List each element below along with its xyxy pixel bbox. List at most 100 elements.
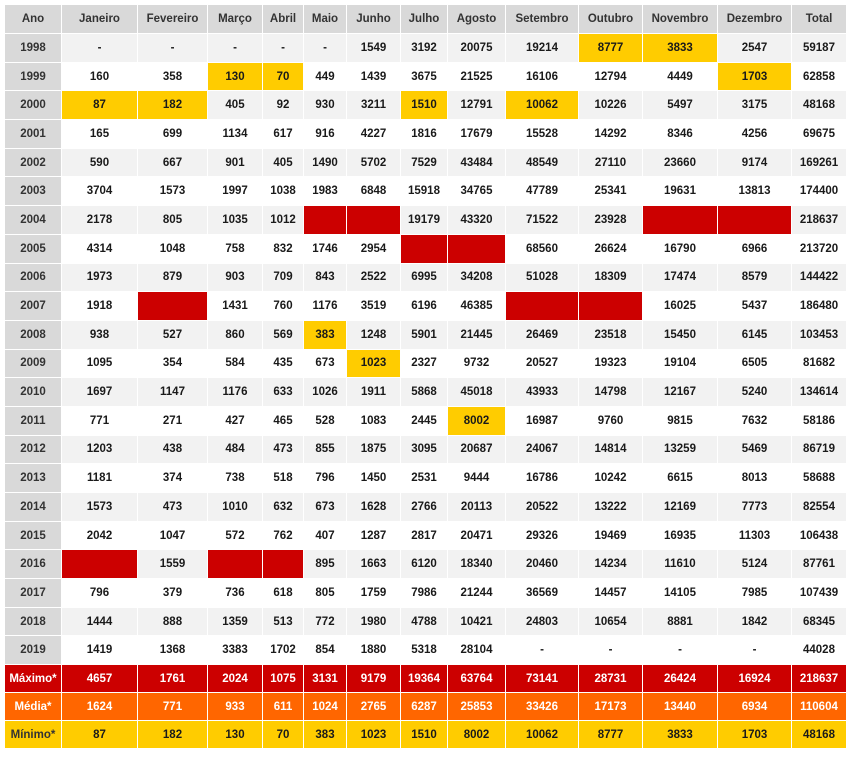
value-cell: 3675 [400,61,448,92]
value-cell: 449 [303,61,347,92]
value-cell: 48168 [791,90,847,121]
value-cell: 19323 [578,348,643,379]
summary-value-cell: 70 [262,720,304,750]
value-cell: 2531 [400,463,448,493]
value-cell: 916 [303,119,347,149]
value-cell: 1035 [207,205,263,235]
value-cell: 20527 [505,348,579,379]
value-cell: 169261 [791,147,847,178]
column-header: Abril [262,4,304,34]
year-cell: 2014 [4,492,62,522]
value-cell: 1048 [137,233,208,264]
table-row: 2019 1419 1368 3383 1702 854 1880 5318 28104- - - -… [4,635,847,666]
summary-value-cell: 110604 [791,692,847,722]
value-cell: 427 [207,405,263,436]
value-cell: 4788 [400,606,448,637]
table-row: 2002 590 667 901 405 1490 5702 7529 43484 48549 27… [4,147,847,178]
table-row: 2018 1444 888 1359 513 772 1980 4788 10421 24803 1… [4,606,847,637]
value-cell: 8013 [717,463,792,493]
table-header: Ano Janeiro Fevereiro Março Abril Maio Junho Ju… [4,4,847,34]
value-cell: 8579 [717,262,792,293]
value-cell: - [137,33,208,63]
value-cell: 3704 [61,176,138,207]
value-cell: 4314 [61,233,138,264]
summary-value-cell: 8777 [578,720,643,750]
summary-value-cell: 611 [262,692,304,722]
summary-value-cell: 28731 [578,664,643,694]
value-cell: 7529 [400,147,448,178]
value-cell: 12791 [447,90,506,121]
value-cell: 16025 [642,291,718,321]
value-cell: 407 [303,520,347,551]
value-cell: 2042 [61,520,138,551]
summary-value-cell: 182 [137,720,208,750]
value-cell: 14234 [578,549,643,580]
value-cell: 6995 [400,262,448,293]
value-cell: 11303 [717,520,792,551]
value-cell: 20687 [447,434,506,465]
value-cell: 1980 [346,606,401,637]
table-summary: Máximo* 4657 1761 2024 1075 3131 9179 19364 6376… [4,664,847,750]
summary-value-cell: 4657 [61,664,138,694]
summary-value-cell: 73141 [505,664,579,694]
value-cell: 19104 [642,348,718,379]
value-cell: 9174 [717,147,792,178]
summary-value-cell: 1761 [137,664,208,694]
summary-label: Máximo* [4,664,62,694]
value-cell: 5469 [717,434,792,465]
value-cell: 51028 [505,262,579,293]
value-cell: 16987 [505,405,579,436]
value-cell: 1419 [61,635,138,666]
value-cell: 14798 [578,377,643,407]
value-cell: 938 [61,319,138,350]
value-cell: 438 [137,434,208,465]
value-cell: 6848 [346,176,401,207]
value-cell: 572 [207,520,263,551]
summary-value-cell: 87 [61,720,138,750]
value-cell: - [262,33,304,63]
value-cell: 81682 [791,348,847,379]
year-cell: 2009 [4,348,62,379]
mean-row: Média* 1624 771 933 611 1024 2765 6287 25853 3342… [4,692,847,722]
value-cell: 2522 [346,262,401,293]
value-cell: 6505 [717,348,792,379]
value-cell: 36569 [505,578,579,608]
value-cell: 14292 [578,119,643,149]
table-row: 2014 1573 473 1010 632 673 1628 2766 20113 20522 1… [4,492,847,522]
year-cell: 2019 [4,635,62,666]
summary-value-cell: 2765 [346,692,401,722]
max-value-cell: 2024 [207,549,263,580]
summary-value-cell: 1024 [303,692,347,722]
min-value-cell: 87 [61,90,138,121]
table-row: 2004 2178 805 1035 1012 3131 9179 19179 43320 715… [4,205,847,235]
value-cell: 10421 [447,606,506,637]
value-cell: 19469 [578,520,643,551]
summary-value-cell: 25853 [447,692,506,722]
value-cell: 3095 [400,434,448,465]
value-cell: 9760 [578,405,643,436]
value-cell: 771 [61,405,138,436]
value-cell: 26469 [505,319,579,350]
year-cell: 2003 [4,176,62,207]
value-cell: 518 [262,463,304,493]
summary-value-cell: 130 [207,720,263,750]
value-cell: 1911 [346,377,401,407]
value-cell: 134614 [791,377,847,407]
table-row: 2001 165 699 1134 617 916 4227 1816 17679 15528 14… [4,119,847,149]
fire-data-table-container: Ano Janeiro Fevereiro Março Abril Maio Junho Ju… [4,4,847,750]
value-cell: 7985 [717,578,792,608]
value-cell: 20075 [447,33,506,63]
value-cell: 29326 [505,520,579,551]
header-row: Ano Janeiro Fevereiro Março Abril Maio Junho Ju… [4,4,847,34]
value-cell: 9732 [447,348,506,379]
value-cell: 3175 [717,90,792,121]
value-cell: 699 [137,119,208,149]
summary-value-cell: 3131 [303,664,347,694]
value-cell: 5868 [400,377,448,407]
value-cell: 14457 [578,578,643,608]
value-cell: 1038 [262,176,304,207]
value-cell: 58186 [791,405,847,436]
value-cell: 107439 [791,578,847,608]
year-cell: 2017 [4,578,62,608]
value-cell: 5437 [717,291,792,321]
